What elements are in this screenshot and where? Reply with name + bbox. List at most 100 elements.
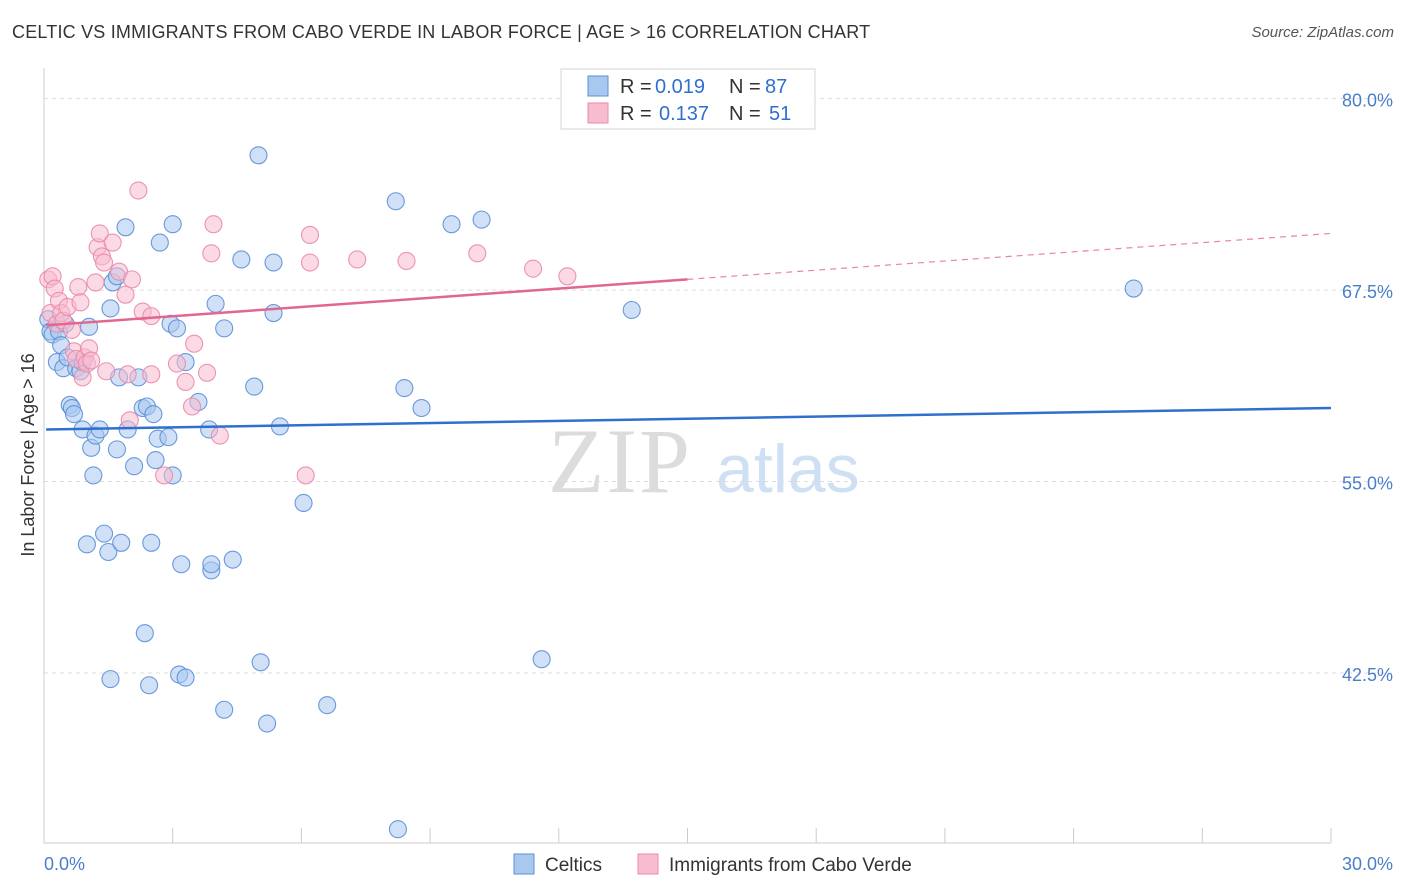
celtic-point <box>125 457 144 476</box>
celtic-point <box>116 218 135 237</box>
chart-title: CELTIC VS IMMIGRANTS FROM CABO VERDE IN … <box>12 22 871 42</box>
legend-r-label-1: R = <box>620 76 652 98</box>
celtic-point <box>386 192 405 211</box>
cabo-verde-point <box>397 251 416 271</box>
y-tick-label: 55.0% <box>1342 474 1393 494</box>
cabo-verde-point <box>129 181 148 200</box>
x-tick-label-left: 0.0% <box>44 854 85 874</box>
celtic-point <box>264 304 283 323</box>
celtic-point <box>150 233 169 252</box>
x-tick-label-right: 30.0% <box>1342 854 1393 874</box>
celtic-point <box>95 524 114 543</box>
cabo-verde-point <box>300 225 320 244</box>
cabo-verde-point <box>524 259 543 278</box>
bottom-legend-celtics: Celtics <box>545 855 602 876</box>
legend-n-label-2: N = <box>729 103 761 125</box>
cabo-verde-point <box>142 365 161 384</box>
celtic-point <box>206 294 225 313</box>
celtic-point <box>215 319 234 338</box>
cabo-verde-point <box>103 233 122 252</box>
cabo-verde-point <box>210 426 229 445</box>
cabo-verde-point <box>296 466 315 485</box>
watermark-atlas: atlas <box>716 431 860 507</box>
celtic-point <box>101 670 120 689</box>
axes <box>43 68 1332 844</box>
legend-n-label-1: N = <box>729 76 761 98</box>
cabo-verde-point <box>558 267 577 286</box>
source-label: Source: ZipAtlas.com <box>1251 24 1394 41</box>
watermark: ZIP atlas <box>548 410 860 512</box>
cabo-verde-point <box>86 273 105 292</box>
cabo-verde-point <box>176 372 195 392</box>
cabo-verde-point <box>90 224 109 243</box>
celtic-trend-line <box>46 406 1332 431</box>
celtic-point <box>472 210 491 229</box>
celtic-point <box>146 451 165 470</box>
celtic-point <box>388 820 407 839</box>
cabo-verde-point <box>182 397 202 416</box>
celtic-point <box>264 253 283 272</box>
celtic-point <box>215 700 234 719</box>
celtic-point <box>249 146 268 165</box>
celtic-point <box>112 533 131 552</box>
cabo-verde-point <box>202 244 221 263</box>
celtic-point <box>245 377 264 396</box>
cabo-verde-point <box>97 362 116 381</box>
legend-n-value-1: 87 <box>765 76 787 98</box>
cabo-verde-point <box>116 285 135 304</box>
y-tick-label: 80.0% <box>1342 91 1393 111</box>
celtic-point <box>442 215 461 234</box>
cabo-verde-trend-extension <box>687 232 1332 280</box>
celtic-point <box>318 696 337 715</box>
celtic-point <box>167 319 187 338</box>
cabo-verde-point <box>167 354 187 373</box>
legend-n-value-2: 51 <box>769 103 791 125</box>
cabo-verde-point <box>468 244 487 263</box>
celtic-point <box>84 466 103 485</box>
celtic-point <box>532 650 551 669</box>
celtic-point <box>258 714 277 733</box>
y-tick-label: 67.5% <box>1342 282 1393 302</box>
cabo-verde-point <box>71 293 90 312</box>
celtic-point <box>223 550 242 569</box>
y-tick-labels: 80.0% 67.5% 55.0% 42.5% <box>1342 91 1393 685</box>
celtic-point <box>64 405 84 424</box>
celtic-point <box>172 555 191 574</box>
cabo-verde-point <box>62 320 81 339</box>
celtic-point <box>202 555 221 574</box>
celtic-point <box>622 300 641 320</box>
celtic-point <box>99 542 118 562</box>
celtic-point <box>159 428 178 447</box>
celtic-point <box>77 535 96 554</box>
celtic-point <box>412 398 431 418</box>
cabo-verde-point <box>185 334 204 353</box>
cabo-verde-point <box>118 365 137 384</box>
celtic-point <box>251 653 270 672</box>
cabo-verde-point <box>120 411 139 430</box>
legend-r-value-1: 0.019 <box>655 76 705 98</box>
cabo-verde-point <box>155 466 174 485</box>
celtic-point <box>101 299 120 318</box>
celtic-point <box>107 440 126 459</box>
y-tick-label: 42.5% <box>1342 665 1393 685</box>
legend-swatch-cabo-verde <box>587 102 609 124</box>
cabo-verde-point <box>82 351 101 370</box>
trend-lines <box>46 232 1332 431</box>
y-axis-label: In Labor Force | Age > 16 <box>18 353 38 556</box>
bottom-legend-swatch-celtics <box>513 853 535 875</box>
cabo-verde-point <box>95 253 114 272</box>
legend-r-label-2: R = <box>620 103 652 125</box>
celtic-point <box>135 624 154 643</box>
celtic-point <box>176 668 195 687</box>
celtic-point <box>140 676 159 695</box>
celtic-point <box>294 493 313 513</box>
legend-r-value-2: 0.137 <box>659 103 709 125</box>
celtic-point <box>232 250 251 269</box>
celtic-point <box>142 533 161 552</box>
cabo-verde-trend-line <box>46 278 688 327</box>
legend-box: R = 0.019 N = 87 R = 0.137 N = 51 <box>560 68 816 130</box>
cabo-verde-point <box>122 270 141 289</box>
watermark-zip: ZIP <box>548 410 692 512</box>
bottom-legend-swatch-cabo-verde <box>637 853 659 875</box>
